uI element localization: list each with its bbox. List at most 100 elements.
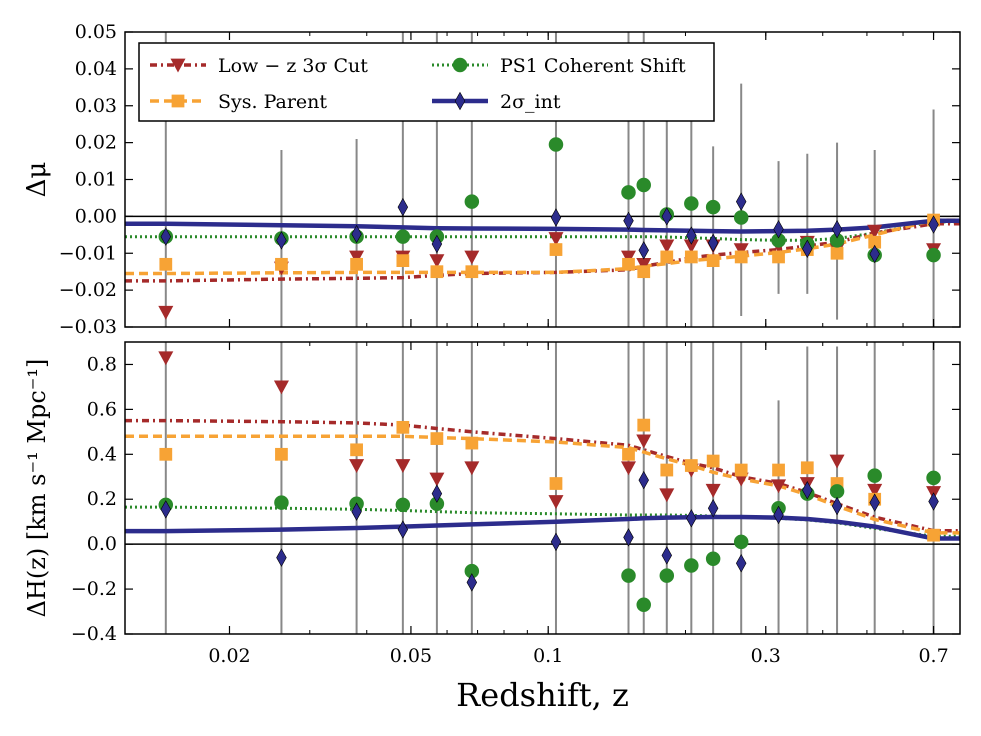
trend-line-3 — [125, 514, 960, 541]
data-point — [927, 528, 940, 542]
data-point — [867, 224, 883, 239]
x-tick-label: 0.7 — [918, 645, 948, 667]
y-tick-label: 0.4 — [87, 443, 117, 465]
data-point — [868, 235, 882, 249]
data-point — [734, 463, 748, 477]
legend-marker-1 — [171, 94, 185, 108]
plot-area — [125, 342, 960, 634]
data-point — [926, 470, 941, 486]
data-point — [706, 454, 720, 468]
x-tick-label: 0.3 — [751, 645, 781, 667]
plot-area — [125, 32, 960, 327]
data-point — [661, 207, 673, 226]
data-point — [396, 420, 410, 434]
data-point — [659, 568, 675, 583]
data-point — [431, 484, 443, 503]
data-point — [829, 484, 845, 499]
legend-label-3: 2σ_int — [500, 91, 561, 113]
data-point — [350, 443, 363, 457]
data-point — [705, 199, 721, 215]
data-point — [660, 250, 674, 264]
y-tick-label: 0.6 — [87, 398, 117, 420]
y-tick-label: 0.01 — [75, 169, 117, 191]
y-tick-label: −0.01 — [59, 242, 117, 264]
data-point — [466, 573, 478, 592]
data-point — [349, 250, 365, 265]
data-point — [548, 137, 564, 152]
data-point — [830, 246, 844, 260]
y-tick-label: 0.02 — [75, 132, 117, 154]
y-tick-label: −0.2 — [71, 578, 117, 600]
data-point — [465, 265, 479, 279]
data-point — [622, 447, 635, 461]
x-axis-label: Redshift, z — [456, 676, 629, 714]
data-point — [683, 239, 699, 254]
data-point — [395, 497, 411, 513]
y-axis-label: ΔH(z) [km s⁻¹ Mpc⁻¹] — [23, 359, 51, 618]
data-point — [684, 250, 698, 264]
data-point — [684, 558, 699, 573]
data-point — [548, 495, 564, 509]
data-point — [733, 534, 749, 550]
trend-line-2 — [125, 505, 960, 538]
data-point — [636, 597, 651, 613]
legend: Low − z 3σ Cut Sys. Parent PS1 Coherent Sh… — [138, 42, 715, 122]
data-point — [464, 461, 480, 476]
data-point — [350, 257, 363, 271]
data-point — [273, 380, 289, 395]
data-point — [159, 257, 173, 271]
data-point — [351, 502, 362, 521]
data-point — [706, 254, 720, 267]
data-point — [549, 243, 563, 256]
data-point — [659, 488, 675, 503]
data-point — [430, 265, 444, 279]
data-point — [623, 211, 634, 231]
y-tick-label: −0.4 — [71, 623, 117, 645]
data-point — [550, 208, 562, 227]
x-tick-label: 0.05 — [390, 645, 432, 667]
data-point — [274, 495, 289, 510]
data-point — [661, 546, 673, 565]
data-point — [623, 528, 634, 547]
data-point — [429, 472, 445, 487]
data-point — [660, 463, 674, 477]
data-point — [160, 227, 172, 246]
data-point — [707, 498, 719, 518]
y-tick-label: 0.05 — [75, 21, 117, 43]
data-point — [275, 257, 288, 271]
data-point — [659, 239, 675, 254]
data-point — [926, 247, 941, 263]
data-point — [622, 257, 635, 271]
data-point — [636, 177, 651, 193]
data-point — [867, 468, 882, 483]
data-point — [396, 254, 410, 267]
data-point — [772, 463, 785, 477]
legend-label-2: PS1 Coherent Shift — [500, 55, 686, 77]
legend-label-1: Sys. Parent — [218, 91, 327, 113]
data-point — [735, 554, 747, 573]
data-point — [621, 250, 637, 265]
legend-label-0: Low − z 3σ Cut — [218, 55, 368, 77]
data-point — [707, 233, 719, 253]
data-point — [621, 461, 637, 476]
data-point — [397, 197, 409, 217]
data-point — [638, 241, 649, 260]
data-point — [637, 265, 651, 279]
data-point — [637, 418, 651, 432]
y-tick-label: 0.03 — [75, 95, 117, 117]
data-point — [771, 479, 787, 494]
data-point — [351, 224, 362, 244]
data-point — [159, 447, 173, 461]
data-point — [831, 220, 843, 239]
data-point — [928, 215, 939, 234]
data-point — [621, 568, 636, 583]
data-point — [550, 532, 562, 552]
trend-line-1 — [125, 434, 960, 535]
data-point — [684, 459, 698, 472]
data-point — [397, 520, 409, 539]
data-point — [802, 239, 813, 259]
legend-frame — [138, 42, 715, 122]
data-point — [684, 196, 699, 211]
data-point — [686, 226, 697, 245]
